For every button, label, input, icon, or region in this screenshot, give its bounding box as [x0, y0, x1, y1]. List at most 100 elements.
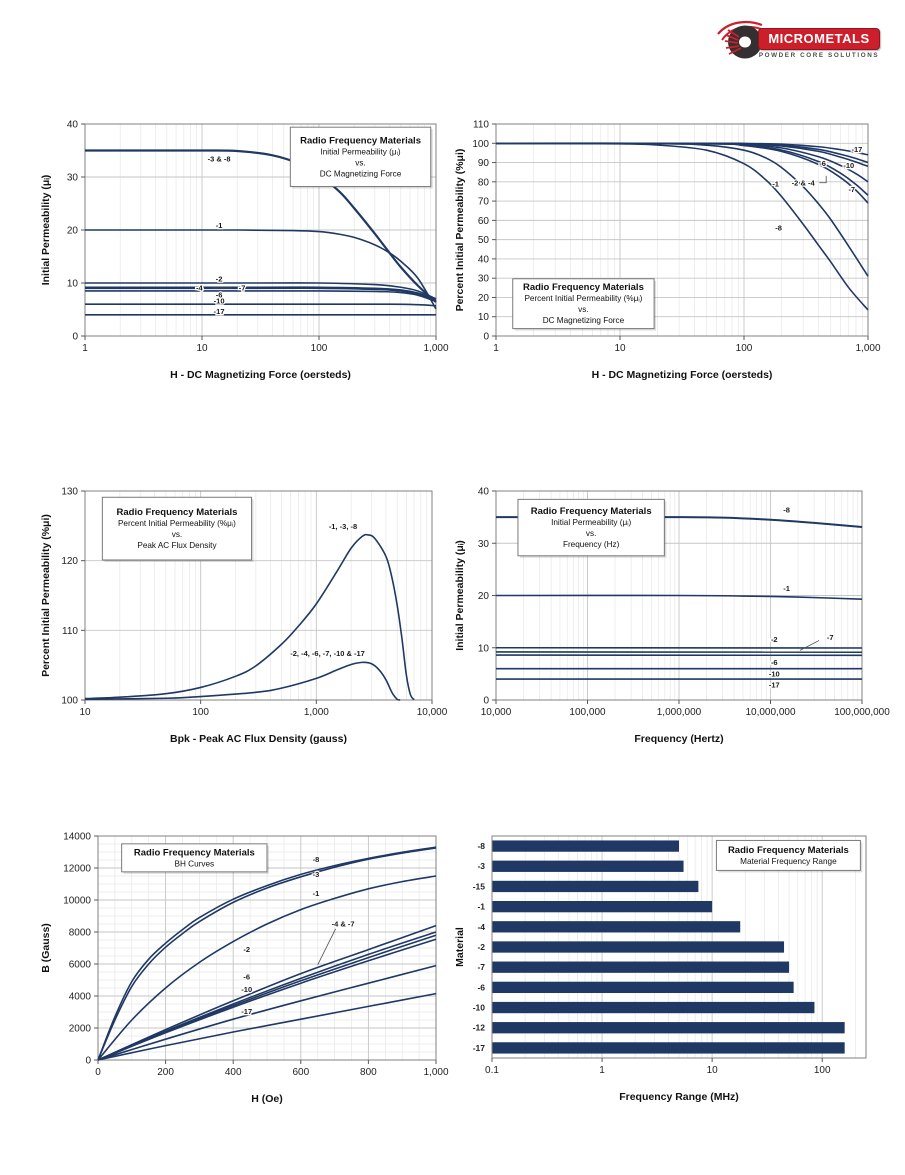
x-tick-label: 1 — [493, 343, 499, 354]
x-tick-label: 100 — [192, 707, 209, 718]
y-tick-label: 14000 — [63, 832, 91, 843]
series--1 — [495, 142, 869, 277]
y-tick-label: 0 — [72, 332, 78, 343]
y-tick-label: 130 — [61, 487, 78, 498]
title-box-line: Initial Permeability (μᵢ) — [320, 147, 400, 156]
x-tick-label: 200 — [157, 1067, 174, 1078]
title-box-line: Peak AC Flux Density — [137, 541, 217, 550]
title-box-line: Percent Initial Permeability (%μᵢ) — [118, 519, 236, 528]
series--1, -3, -8 — [84, 533, 415, 701]
logo-brand: MICROMETALS — [758, 28, 880, 50]
bar--8 — [492, 840, 679, 852]
x-tick-label: 10 — [707, 1065, 719, 1076]
title-box — [715, 839, 861, 871]
x-tick-label: 400 — [225, 1067, 242, 1078]
bar--3 — [492, 860, 684, 872]
y-tick-label: 0 — [483, 332, 489, 343]
x-axis-title: Frequency (Hertz) — [634, 733, 723, 745]
series-curves — [495, 142, 869, 311]
chart-svg-percent-permeability-vs-flux-density: -1, -3, -8 -2, -4, -6, -7, -10 & -17 Radio… — [40, 487, 448, 746]
y-tick-label: 80 — [478, 177, 490, 188]
curve-label: -10 — [843, 161, 854, 170]
curve-label: -7 — [239, 283, 246, 292]
y-axis-title: Initial Permeability (μᵢ) — [40, 175, 52, 286]
y-tick-label: 10 — [478, 643, 490, 654]
x-axis-title: H - DC Magnetizing Force (oersteds) — [170, 369, 351, 381]
bar-category-label: -10 — [473, 1003, 486, 1013]
curve-label: -17 — [851, 145, 862, 154]
y-tick-label: 12000 — [63, 864, 91, 875]
curve-label: -3 & -8 — [208, 155, 231, 164]
bar-category-label: -1 — [477, 902, 485, 912]
curve-label: -2, -4, -6, -7, -10 & -17 — [290, 649, 365, 658]
y-axis-title: Initial Permeability (μᵢ) — [454, 540, 466, 651]
title-box-line: Initial Permeability (μᵢ) — [551, 518, 631, 527]
series--2 — [97, 924, 437, 1061]
x-tick-label: 600 — [292, 1067, 309, 1078]
series--7 — [84, 287, 437, 302]
title-box-line: Radio Frequency Materials — [531, 506, 652, 517]
x-tick-label: 10 — [614, 343, 626, 354]
title-box — [512, 278, 655, 330]
curve-label: -10 — [241, 985, 252, 994]
chart-percent-permeability-vs-dc-force: -17 -6 -10 -1 -2 & -4 -7 -8 Radio Frequency Mat… — [452, 108, 882, 388]
curve-label: -6 — [771, 658, 778, 667]
curve-label: -3 — [313, 870, 320, 879]
curve-label: -6 — [819, 159, 826, 168]
x-tick-label: 1,000 — [304, 707, 329, 718]
series--8 — [495, 142, 869, 311]
label-leader — [799, 640, 820, 651]
curve-label: -8 — [775, 224, 782, 233]
bar--17 — [492, 1042, 845, 1054]
x-axis-title: H (Oe) — [251, 1093, 283, 1105]
series--1 — [97, 875, 437, 1061]
series--4 — [85, 286, 437, 301]
bar-category-label: -2 — [477, 942, 485, 952]
label-leader — [317, 928, 336, 965]
chart-material-frequency-range: -8 -3 -15 -1 -4 -2 -7 -6 -10 -12 -17 Radio Frequenc… — [452, 822, 882, 1110]
y-tick-label: 50 — [478, 235, 490, 246]
y-tick-label: 0 — [483, 696, 489, 707]
chart-svg-percent-permeability-vs-dc-force: -17 -6 -10 -1 -2 & -4 -7 -8 Radio Frequency Mat… — [454, 120, 881, 382]
bar--4 — [492, 921, 741, 933]
axis-ticks — [81, 123, 437, 340]
chart-svg-initial-permeability-vs-frequency: -8 -1 -2 -7 -6 -10-17 Radio Frequency Material… — [454, 487, 890, 746]
chart-initial-permeability-vs-dc-force: -3 & -8 -1 -2 -4 -7 -6 -10 -17 Radio Frequency M… — [38, 108, 449, 388]
curve-label: -17 — [241, 1007, 252, 1016]
series--1 — [495, 594, 863, 600]
chart-bh-curves: -8 -3 -1 -4 & -7 -2 -6 -10 -17 Radio Frequency M… — [38, 820, 450, 1112]
y-tick-label: 20 — [478, 591, 490, 602]
y-tick-label: 100 — [472, 139, 489, 150]
x-tick-label: 1 — [599, 1065, 605, 1076]
x-tick-label: 10,000,000 — [745, 707, 795, 718]
title-box-line: Material Frequency Range — [740, 857, 837, 866]
x-tick-label: 10,000 — [417, 707, 448, 718]
bar-category-label: -4 — [477, 922, 485, 932]
label-leader — [819, 176, 827, 184]
x-tick-label: 1,000 — [423, 343, 448, 354]
logo-tagline: POWDER CORE SOLUTIONS — [758, 52, 880, 59]
y-tick-label: 40 — [67, 120, 79, 131]
x-tick-label: 100,000 — [569, 707, 606, 718]
y-tick-label: 90 — [478, 158, 490, 169]
chart-svg-material-frequency-range: -8 -3 -15 -1 -4 -2 -7 -6 -10 -12 -17 Radio Frequenc… — [454, 835, 867, 1103]
series--10 — [97, 964, 437, 1061]
y-tick-label: 20 — [67, 226, 79, 237]
axis-ticks — [492, 490, 863, 704]
series--2 — [495, 142, 869, 196]
series--1 — [85, 229, 437, 310]
series-curves — [97, 846, 437, 1061]
y-tick-label: 20 — [478, 293, 490, 304]
chart-svg-bh-curves: -8 -3 -1 -4 & -7 -2 -6 -10 -17 Radio Frequency M… — [40, 832, 449, 1106]
y-tick-label: 70 — [478, 197, 490, 208]
curve-label: -1 — [783, 584, 790, 593]
title-box-line: vs. — [355, 158, 365, 167]
coil-windings — [724, 29, 742, 55]
curve-label: -4 — [196, 283, 203, 292]
x-tick-label: 100 — [814, 1065, 831, 1076]
micrometals-logo: MICROMETALS POWDER CORE SOLUTIONS — [712, 12, 888, 68]
title-box — [517, 498, 665, 557]
bar-category-label: -15 — [473, 881, 486, 891]
title-box-line: Radio Frequency Materials — [523, 282, 644, 293]
y-axis-title: Percent Initial Permeability (%μi) — [40, 514, 52, 677]
